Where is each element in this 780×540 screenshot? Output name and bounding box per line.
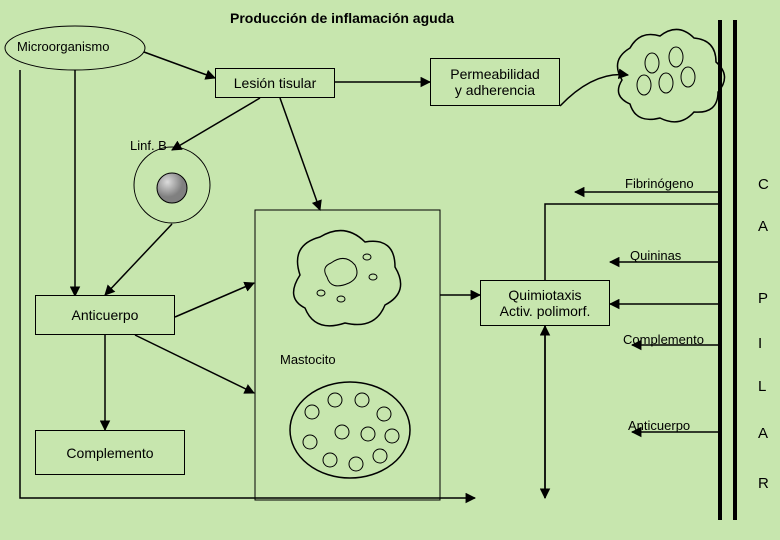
anticuerpo_box: Anticuerpo — [35, 295, 175, 335]
permeabilidad: Permeabilidad y adherencia — [430, 58, 560, 106]
capilar-letter: A — [758, 425, 768, 442]
capilar-letter: L — [758, 378, 766, 395]
complemento_box: Complemento — [35, 430, 185, 475]
complemento-right-label: Complemento — [623, 332, 704, 347]
microorganismo-label: Microorganismo — [17, 39, 109, 54]
quimio: Quimiotaxis Activ. polimorf. — [480, 280, 610, 326]
anticuerpo-right-label: Anticuerpo — [628, 418, 690, 433]
diagram-title: Producción de inflamación aguda — [230, 10, 454, 26]
capilar-letter: I — [758, 335, 762, 352]
fibrinogeno-label: Fibrinógeno — [625, 176, 694, 191]
capilar-letter: P — [758, 290, 768, 307]
capilar-letter: A — [758, 218, 768, 235]
lesion: Lesión tisular — [215, 68, 335, 98]
mastocito-label: Mastocito — [280, 352, 336, 367]
capilar-letter: C — [758, 176, 769, 193]
quininas-label: Quininas — [630, 248, 681, 263]
capilar-letter: R — [758, 475, 769, 492]
linfb-label: Linf. B — [130, 138, 167, 153]
